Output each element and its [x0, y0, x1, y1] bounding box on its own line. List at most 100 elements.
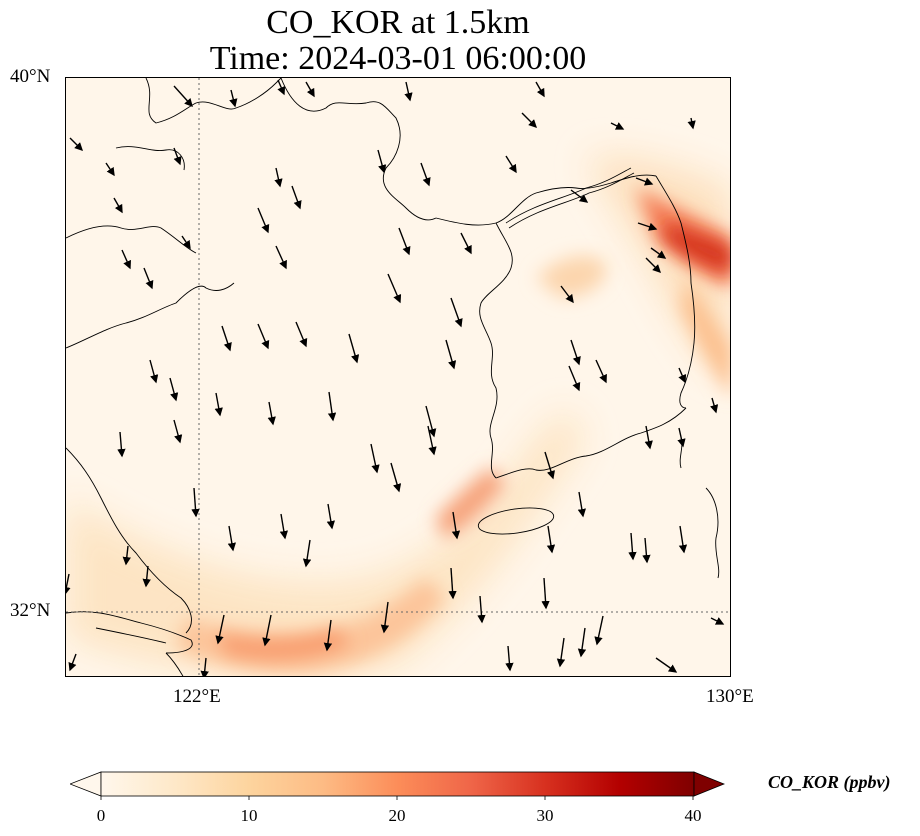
wind-arrow [326, 503, 335, 530]
colorbar-tick-20: 20 [388, 806, 406, 825]
coast-nk-west-2 [479, 222, 513, 479]
coast-liaodong-pen [280, 78, 437, 221]
wind-arrow [68, 653, 77, 672]
wind-arrow [645, 257, 661, 273]
wind-arrow [295, 321, 308, 348]
wind-arrow [291, 185, 302, 210]
coast-jeju [477, 507, 555, 535]
wind-arrow [594, 615, 604, 646]
wind-arrow [69, 137, 83, 151]
coast-china-south [165, 652, 184, 676]
coastlines [66, 78, 720, 676]
wind-arrow [635, 177, 654, 186]
wind-arrow [267, 401, 276, 426]
wind-arrow [274, 167, 283, 188]
wind-arrow [546, 525, 556, 554]
gridlines [66, 78, 730, 676]
map-title: CO_KOR at 1.5km Time: 2024-03-01 06:00:0… [0, 5, 796, 77]
colorbar-gradient [100, 771, 695, 797]
colorbar [68, 770, 726, 800]
wind-arrow [544, 451, 555, 480]
map-panel[interactable] [65, 77, 731, 677]
wind-arrow [560, 285, 574, 304]
map-canvas [66, 78, 730, 676]
wind-arrow [275, 245, 287, 270]
lon-label-122E: 122°E [173, 686, 221, 707]
wind-arrow [628, 532, 637, 561]
wind-arrow [227, 525, 236, 552]
wind-arrow [577, 491, 586, 518]
colorbar-extend-max [693, 771, 726, 797]
wind-arrow [535, 81, 545, 98]
wind-arrow [642, 537, 651, 564]
wind-arrow [678, 525, 688, 554]
wind-arrow [122, 545, 131, 566]
wind-arrow [448, 567, 457, 600]
coast-yangtze-2 [95, 627, 167, 644]
coast-korea-south [495, 407, 687, 479]
wind-arrow [425, 405, 437, 438]
north-plume-core [664, 223, 730, 273]
wind-arrow [568, 365, 581, 392]
wind-arrow [677, 427, 686, 448]
wind-arrow [477, 595, 486, 624]
wind-arrow [229, 89, 238, 108]
wind-arrow [121, 249, 131, 270]
wind-arrow [427, 425, 437, 456]
coast-kyushu [705, 487, 720, 579]
wind-arrow [323, 619, 333, 652]
wind-arrow [650, 247, 667, 259]
wind-arrow [460, 232, 472, 255]
wind-arrow [215, 614, 225, 645]
wind-arrow [173, 147, 182, 166]
wind-arrow [142, 565, 151, 588]
colorbar-tick-0: 0 [96, 806, 106, 825]
coast-shandong [66, 282, 235, 349]
coast-yalu [505, 167, 632, 224]
wind-arrow [257, 323, 270, 350]
coast-bohai-west [66, 225, 197, 254]
wind-arrow [173, 85, 193, 108]
wind-arrow [66, 573, 71, 596]
wind-arrow [377, 149, 387, 174]
wind-arrow [610, 122, 625, 130]
colorbar-tick-10: 10 [240, 806, 258, 825]
colorbar-tick-40: 40 [684, 806, 702, 825]
wind-arrow [214, 392, 223, 417]
wind-arrow [221, 325, 232, 352]
wind-arrow [404, 81, 413, 102]
wind-arrow [521, 112, 537, 128]
coast-nk-west [435, 174, 657, 226]
wind-arrows [66, 79, 725, 676]
wind-arrow [149, 359, 159, 384]
wind-arrow [420, 162, 431, 187]
wind-arrow [262, 614, 272, 647]
lat-label-40N: 40°N [10, 66, 51, 87]
concentration-field [66, 155, 730, 676]
wind-arrow [595, 359, 607, 384]
wind-arrow [348, 333, 360, 364]
wind-arrow [398, 227, 411, 256]
korea-inland-plume [536, 255, 607, 298]
wind-arrow [710, 617, 725, 625]
coast-korea-east [655, 175, 696, 409]
wind-arrow [637, 222, 658, 231]
wind-arrow [279, 513, 288, 540]
coast-china-east [66, 447, 192, 634]
wind-arrow [450, 297, 463, 328]
wind-arrow [143, 267, 154, 290]
coast-liaodong [145, 78, 282, 124]
wind-arrow [644, 425, 653, 450]
coast-yalu-2 [508, 172, 635, 229]
coast-shandong-2 [115, 146, 185, 171]
wind-arrow [117, 431, 126, 458]
wind-arrow [710, 397, 719, 414]
wind-arrow [200, 657, 209, 676]
south-plume-outer [66, 408, 586, 676]
wind-arrow [173, 419, 183, 444]
colorbar-label: CO_KOR (ppbv) [768, 772, 891, 792]
lat-label-32N: 32°N [10, 600, 51, 621]
south-plume-core [216, 630, 351, 659]
wind-arrow [678, 367, 687, 384]
wind-arrow [505, 155, 517, 174]
